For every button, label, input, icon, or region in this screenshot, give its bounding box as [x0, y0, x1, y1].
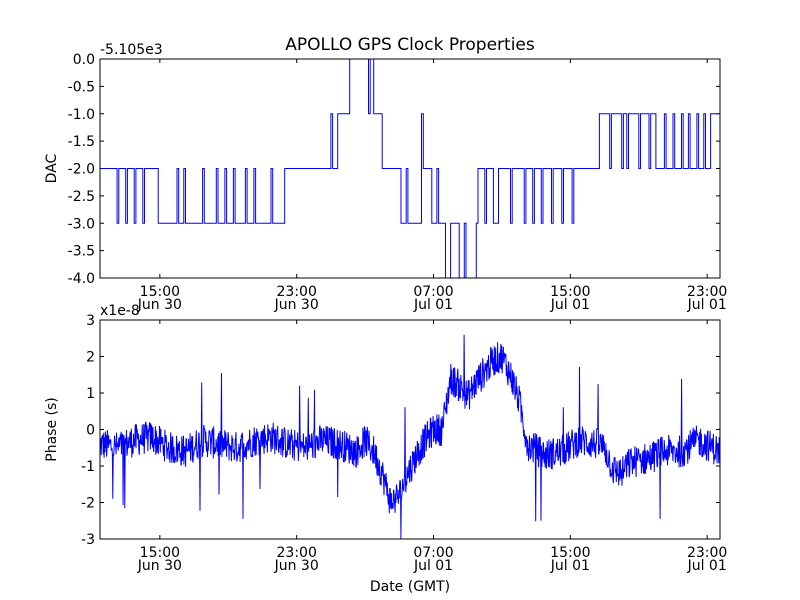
x-tick-date-label: Jun 30 — [137, 297, 182, 313]
y-tick-label: -1.0 — [68, 107, 95, 123]
x-tick-time-label: 15:00 — [550, 545, 590, 561]
y-tick-label: -2 — [81, 496, 95, 512]
dac-ticks: 0.0 -0.5 -1.0 -1.5 -2.0 -2.5 -3.0 -3.5 -4.0 15:00… — [68, 52, 728, 313]
y-tick-label: -2.5 — [68, 189, 95, 205]
phase-y-axis-label: Phase (s) — [44, 397, 60, 461]
y-tick-label: 0.0 — [73, 52, 95, 68]
y-tick-label: -1 — [81, 459, 95, 475]
x-tick-time-label: 07:00 — [413, 545, 453, 561]
x-tick-date-label: Jun 30 — [274, 558, 319, 574]
phase-series — [100, 334, 720, 539]
x-tick-time-label: 07:00 — [413, 284, 453, 300]
x-tick-date-label: Jun 30 — [137, 558, 182, 574]
y-tick-label: -3.0 — [68, 216, 95, 232]
series-line-phase — [100, 334, 720, 539]
x-tick-time-label: 23:00 — [687, 284, 727, 300]
y-tick-label: -0.5 — [68, 79, 95, 95]
dac-offset-label: -5.105e3 — [100, 42, 163, 58]
y-tick-label: 3 — [86, 313, 95, 329]
x-tick-time-label: 23:00 — [687, 545, 727, 561]
dac-panel: 0.0 -0.5 -1.0 -1.5 -2.0 -2.5 -3.0 -3.5 -4.0 15:00… — [44, 42, 727, 313]
x-tick-date-label: Jul 01 — [413, 297, 453, 313]
y-tick-label: -3 — [81, 532, 95, 548]
x-tick-date-label: Jun 30 — [274, 297, 319, 313]
y-tick-label: 1 — [86, 386, 95, 402]
y-tick-label: 2 — [86, 350, 95, 366]
y-tick-label: -1.5 — [68, 134, 95, 150]
x-tick-time-label: 15:00 — [140, 545, 180, 561]
dac-series — [100, 59, 720, 278]
phase-axes-frame — [99, 319, 721, 540]
x-tick-date-label: Jul 01 — [413, 558, 453, 574]
phase-offset-label: x1e-8 — [100, 303, 140, 319]
y-tick-label: -4.0 — [68, 271, 95, 287]
x-tick-date-label: Jul 01 — [687, 558, 727, 574]
y-tick-label: 0 — [86, 423, 95, 439]
series-line-dac — [100, 59, 720, 278]
x-tick-time-label: 15:00 — [550, 284, 590, 300]
x-tick-date-label: Jul 01 — [687, 297, 727, 313]
x-axis-label: Date (GMT) — [370, 579, 450, 595]
x-tick-time-label: 23:00 — [277, 284, 317, 300]
chart-title: APOLLO GPS Clock Properties — [285, 35, 535, 55]
x-tick-time-label: 23:00 — [277, 545, 317, 561]
y-tick-label: -2.0 — [68, 162, 95, 178]
dac-y-axis-label: DAC — [44, 153, 60, 183]
x-tick-date-label: Jul 01 — [550, 297, 590, 313]
dac-axes-frame — [99, 58, 721, 279]
x-tick-date-label: Jul 01 — [550, 558, 590, 574]
x-tick-time-label: 15:00 — [140, 284, 180, 300]
y-tick-label: -3.5 — [68, 244, 95, 260]
